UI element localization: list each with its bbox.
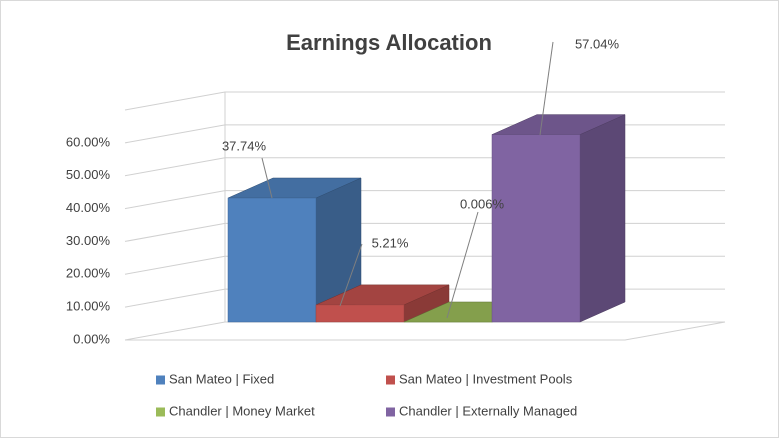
legend-swatch [386,375,395,385]
legend-label: Chandler | Money Market [169,403,315,418]
y-tick-label: 50.00% [66,167,111,182]
data-label: 57.04% [575,36,620,51]
legend-label: Chandler | Externally Managed [399,403,577,418]
floor-outline [125,321,726,341]
y-tick-label: 30.00% [66,233,111,248]
legend-label: San Mateo | Investment Pools [399,371,573,386]
leader-line [539,41,554,136]
legend-label: San Mateo | Fixed [169,371,274,386]
bar [315,304,405,323]
y-tick-label: 0.00% [73,331,110,346]
chart-title: Earnings Allocation [286,30,492,55]
legend-swatch [156,407,165,417]
leader-line [261,157,273,199]
bar [491,134,581,323]
data-label: 0.006% [460,196,505,211]
y-tick-label: 40.00% [66,200,111,215]
y-tick-label: 20.00% [66,266,111,281]
bar [227,197,317,323]
data-label: 37.74% [222,138,267,153]
legend-swatch [156,375,165,385]
y-tick-label: 10.00% [66,299,111,314]
bar-side [579,114,626,323]
data-label: 5.21% [372,235,409,250]
y-tick-label: 60.00% [66,134,111,149]
leader-line [339,243,363,307]
legend-swatch [386,407,395,417]
leader-line [446,211,479,319]
